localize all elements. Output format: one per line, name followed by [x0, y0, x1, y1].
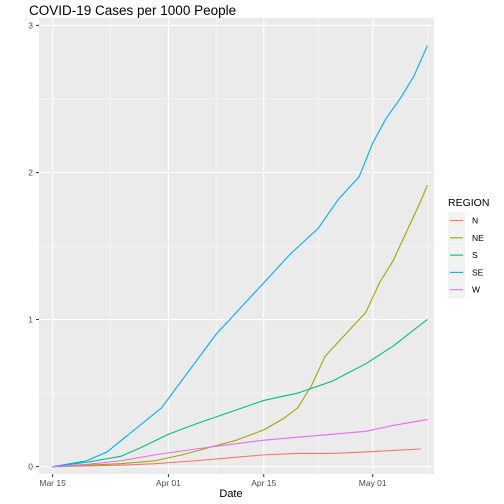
x-tick-label: Mar 15: [39, 478, 66, 488]
series-line-ne: [52, 185, 428, 468]
series-line-w: [52, 419, 428, 468]
legend-label-n: N: [472, 216, 478, 226]
y-tick-label: 3: [28, 20, 33, 30]
legend-label-se: SE: [472, 267, 484, 277]
x-axis: Mar 15 Apr 01 Apr 15 May 01: [39, 474, 387, 488]
y-tick-label: 1: [28, 315, 33, 325]
y-tick-label: 2: [28, 167, 33, 177]
legend-title: REGION: [448, 197, 489, 209]
series-line-s: [52, 318, 428, 468]
legend-label-w: W: [472, 285, 480, 295]
legend-items: N NE S SE W: [448, 212, 484, 299]
legend: REGION N NE S SE W: [448, 197, 489, 299]
x-axis-label: Date: [219, 488, 242, 500]
x-tick-label: May 01: [359, 478, 387, 488]
series-layer: [52, 45, 428, 468]
y-tick-label: 0: [28, 462, 33, 472]
x-tick-label: Apr 15: [251, 478, 276, 488]
series-line-se: [52, 45, 428, 468]
y-axis: 0 1 2 3: [28, 20, 39, 472]
chart-title: COVID-19 Cases per 1000 People: [29, 3, 236, 18]
x-tick-label: Apr 01: [156, 478, 181, 488]
legend-label-ne: NE: [472, 233, 484, 243]
minor-gridlines: [39, 18, 434, 474]
major-gridlines: [39, 18, 434, 474]
series-line-n: [52, 448, 421, 468]
legend-label-s: S: [472, 250, 478, 260]
